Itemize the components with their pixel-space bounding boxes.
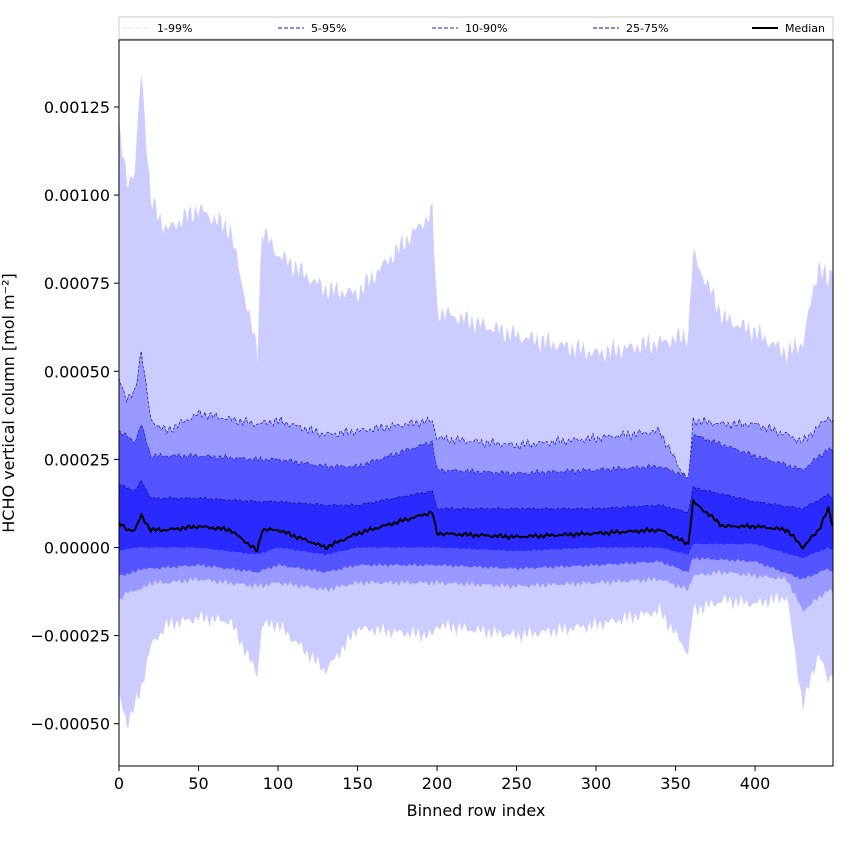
legend-label-1-99: 1-99%	[157, 22, 192, 35]
y-axis-ticks: 0.00125 0.00100 0.00075 0.00050 0.00025 0.000…	[30, 98, 119, 734]
band-1-99-upper-line	[119, 75, 833, 366]
x-tick-label: 300	[581, 774, 612, 793]
y-tick-label: 0.00100	[44, 186, 110, 205]
x-tick-label: 50	[188, 774, 208, 793]
x-tick-label: 350	[660, 774, 691, 793]
x-axis-ticks: 0 50 100 150 200 250 300 350 400	[114, 766, 770, 793]
legend: 1-99% 5-95% 10-90% 25-75% Median	[118, 16, 834, 40]
x-tick-label: 250	[501, 774, 532, 793]
y-tick-label: −0.00025	[30, 627, 110, 646]
y-tick-label: 0.00125	[44, 98, 110, 117]
legend-label-25-75: 25-75%	[626, 22, 668, 35]
x-tick-label: 100	[263, 774, 294, 793]
legend-box	[118, 16, 834, 40]
y-tick-label: 0.00075	[44, 274, 110, 293]
band-10-90-upper-line	[119, 423, 833, 479]
legend-label-10-90: 10-90%	[465, 22, 507, 35]
legend-label-5-95: 5-95%	[311, 22, 346, 35]
y-axis-title: HCHO vertical column [mol m⁻²]	[0, 273, 18, 532]
y-tick-label: 0.00000	[44, 538, 110, 557]
band-5-95-upper-line	[119, 351, 833, 483]
legend-label-median: Median	[785, 22, 825, 35]
band-25-75-upper-line	[119, 479, 833, 513]
x-tick-label: 200	[422, 774, 453, 793]
x-tick-label: 400	[740, 774, 771, 793]
plot-frame	[118, 39, 834, 767]
median-line	[119, 497, 833, 553]
percentile-bands	[119, 75, 833, 728]
y-tick-label: 0.00050	[44, 362, 110, 381]
median-series	[119, 497, 833, 553]
x-tick-label: 150	[342, 774, 373, 793]
y-tick-label: −0.00050	[30, 715, 110, 734]
y-tick-label: 0.00025	[44, 450, 110, 469]
x-tick-label: 0	[114, 774, 124, 793]
x-axis-title: Binned row index	[407, 801, 546, 820]
